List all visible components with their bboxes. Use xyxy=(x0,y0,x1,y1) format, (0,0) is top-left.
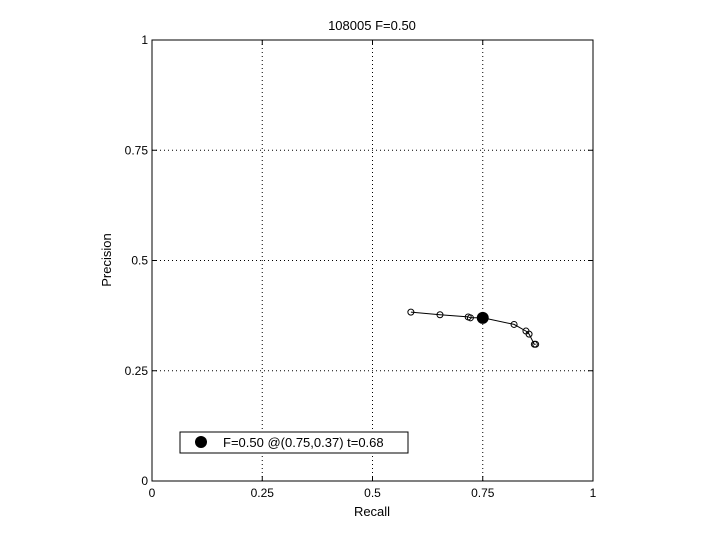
x-tick-label: 0.75 xyxy=(471,486,495,500)
series-point xyxy=(532,340,540,348)
series-line xyxy=(410,311,536,345)
best-f-point xyxy=(476,311,489,324)
legend-entry-label: F=0.50 @(0.75,0.37) t=0.68 xyxy=(223,435,384,450)
legend-marker xyxy=(195,436,207,448)
legend: F=0.50 @(0.75,0.37) t=0.68 xyxy=(179,431,409,454)
tick-labels: 0 0.25 0.5 0.75 1 0 0.25 0.5 0.75 1 xyxy=(125,33,597,500)
chart-title: 108005 F=0.50 xyxy=(328,18,416,33)
series-point xyxy=(466,314,474,322)
x-tick-label: 0 xyxy=(149,486,156,500)
grid xyxy=(152,40,593,481)
x-axis-label: Recall xyxy=(354,504,390,519)
series-point xyxy=(407,308,415,316)
x-tick-label: 0.5 xyxy=(364,486,381,500)
x-tick-label: 1 xyxy=(590,486,597,500)
series-point xyxy=(436,311,444,319)
y-tick-label: 0.25 xyxy=(125,364,149,378)
y-tick-label: 0 xyxy=(141,474,148,488)
x-tick-label: 0.25 xyxy=(251,486,275,500)
plot-frame xyxy=(151,39,594,482)
series-point xyxy=(525,330,533,338)
series-layer xyxy=(407,308,540,348)
y-tick-label: 0.5 xyxy=(131,254,148,268)
y-tick-label: 1 xyxy=(141,33,148,47)
legend-box xyxy=(179,431,409,454)
series-point xyxy=(510,320,518,328)
y-axis-label: Precision xyxy=(99,233,114,286)
y-tick-label: 0.75 xyxy=(125,143,149,157)
